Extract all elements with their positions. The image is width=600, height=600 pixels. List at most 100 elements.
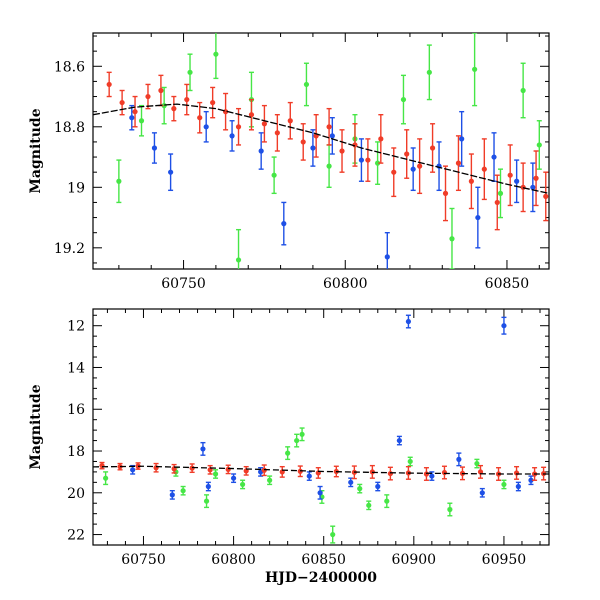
top-blue-point xyxy=(258,148,264,154)
bottom-blue-point xyxy=(200,446,206,452)
top-green-point xyxy=(271,172,277,178)
top-panel: 60750 60800 60850 18.6 18.8 19 19.2 Magnitude xyxy=(28,32,550,292)
bottom-blue-point xyxy=(130,467,136,473)
bottom-red-point xyxy=(225,466,231,472)
top-x-ticks: 60750 60800 60850 xyxy=(118,33,540,292)
bottom-green-point xyxy=(203,498,210,504)
top-model-curve xyxy=(93,103,549,194)
bottom-blue-point xyxy=(348,479,354,485)
bottom-green-point xyxy=(357,486,363,492)
bottom-plot-frame xyxy=(92,308,550,546)
top-red-point xyxy=(543,193,549,199)
top-green-point xyxy=(449,236,455,242)
top-blue-point xyxy=(168,169,174,175)
bottom-y-axis-label: Magnitude xyxy=(28,384,44,469)
bottom-green-point xyxy=(212,471,219,477)
top-green-point xyxy=(497,190,504,196)
top-blue-point xyxy=(310,145,316,151)
bottom-red-point xyxy=(441,469,448,476)
bottom-green-point xyxy=(285,450,291,456)
top-red-point xyxy=(210,99,216,106)
bottom-green-point xyxy=(239,481,246,488)
bottom-y-tick-label: 16 xyxy=(67,402,85,418)
bottom-green-point xyxy=(501,481,507,488)
top-red-point xyxy=(481,166,487,172)
bottom-red-point xyxy=(153,465,159,471)
top-red-point xyxy=(261,121,268,127)
top-red-point xyxy=(287,118,293,124)
top-blue-point xyxy=(229,133,235,139)
bottom-green-point xyxy=(103,475,109,481)
top-x-tick-label: 60800 xyxy=(323,276,368,292)
top-blue-point xyxy=(329,133,335,139)
top-red-point xyxy=(391,169,397,175)
top-red-point xyxy=(274,130,280,136)
top-green-point xyxy=(400,96,407,103)
bottom-blue-point xyxy=(479,490,485,496)
top-y-ticks: 18.6 18.8 19 19.2 xyxy=(54,35,549,264)
bottom-blue-point xyxy=(528,477,534,483)
top-y-tick-label: 18.6 xyxy=(54,59,85,75)
top-y-axis-label: Magnitude xyxy=(28,108,44,193)
top-green-point xyxy=(187,69,193,75)
top-series-red xyxy=(106,71,549,231)
top-x-tick-label: 60750 xyxy=(161,276,206,292)
top-x-tick-label: 60850 xyxy=(485,276,530,292)
bottom-y-tick-label: 12 xyxy=(67,319,85,335)
top-red-point xyxy=(158,87,164,94)
bottom-red-point xyxy=(261,467,267,473)
bottom-y-tick-label: 22 xyxy=(67,528,85,544)
bottom-y-ticks: 12 14 16 18 20 22 xyxy=(67,314,549,546)
bottom-green-point xyxy=(474,460,480,467)
top-green-point xyxy=(536,142,542,148)
bottom-blue-point xyxy=(429,473,435,479)
bottom-green-point xyxy=(294,437,300,444)
bottom-green-point xyxy=(366,502,372,508)
top-red-point xyxy=(326,124,332,130)
top-y-tick-label: 19.2 xyxy=(54,241,85,257)
bottom-x-axis-label: HJD−2400000 xyxy=(265,570,377,586)
top-blue-point xyxy=(514,178,520,184)
top-red-point xyxy=(417,163,423,169)
top-y-tick-label: 19 xyxy=(67,180,85,196)
bottom-blue-point xyxy=(405,318,412,325)
bottom-green-point xyxy=(180,488,186,494)
bottom-green-point xyxy=(407,458,413,465)
top-data-series xyxy=(93,33,549,269)
bottom-blue-point xyxy=(396,437,403,444)
top-series-blue xyxy=(129,104,536,269)
top-red-point xyxy=(248,112,255,118)
top-blue-point xyxy=(410,166,416,172)
top-blue-point xyxy=(459,136,465,142)
top-red-point xyxy=(365,157,371,163)
bottom-blue-point xyxy=(515,483,521,490)
top-red-point xyxy=(235,124,242,130)
bottom-green-point xyxy=(299,431,305,437)
bottom-y-tick-label: 18 xyxy=(67,444,85,460)
bottom-red-point xyxy=(513,470,520,476)
top-green-point xyxy=(472,66,478,72)
top-red-point xyxy=(429,145,436,151)
top-plot-frame xyxy=(92,32,550,270)
top-green-point xyxy=(235,257,242,263)
bottom-green-point xyxy=(330,531,336,538)
top-red-point xyxy=(339,148,345,154)
top-y-tick-label: 18.8 xyxy=(54,120,85,136)
top-blue-point xyxy=(129,115,135,121)
bottom-x-tick-label: 60950 xyxy=(482,552,527,568)
top-red-point xyxy=(404,151,410,157)
top-blue-point xyxy=(384,254,390,260)
top-blue-point xyxy=(491,154,497,160)
bottom-x-tick-label: 60750 xyxy=(121,552,166,568)
bottom-x-tick-label: 60900 xyxy=(392,552,437,568)
top-red-point xyxy=(378,136,384,142)
top-blue-point xyxy=(358,157,365,163)
top-blue-point xyxy=(281,221,287,227)
top-green-point xyxy=(303,81,310,88)
bottom-y-tick-label: 20 xyxy=(67,486,85,502)
top-green-point xyxy=(116,178,122,184)
top-red-point xyxy=(106,81,112,88)
top-green-point xyxy=(374,160,381,166)
bottom-x-tick-label: 60800 xyxy=(211,552,256,568)
